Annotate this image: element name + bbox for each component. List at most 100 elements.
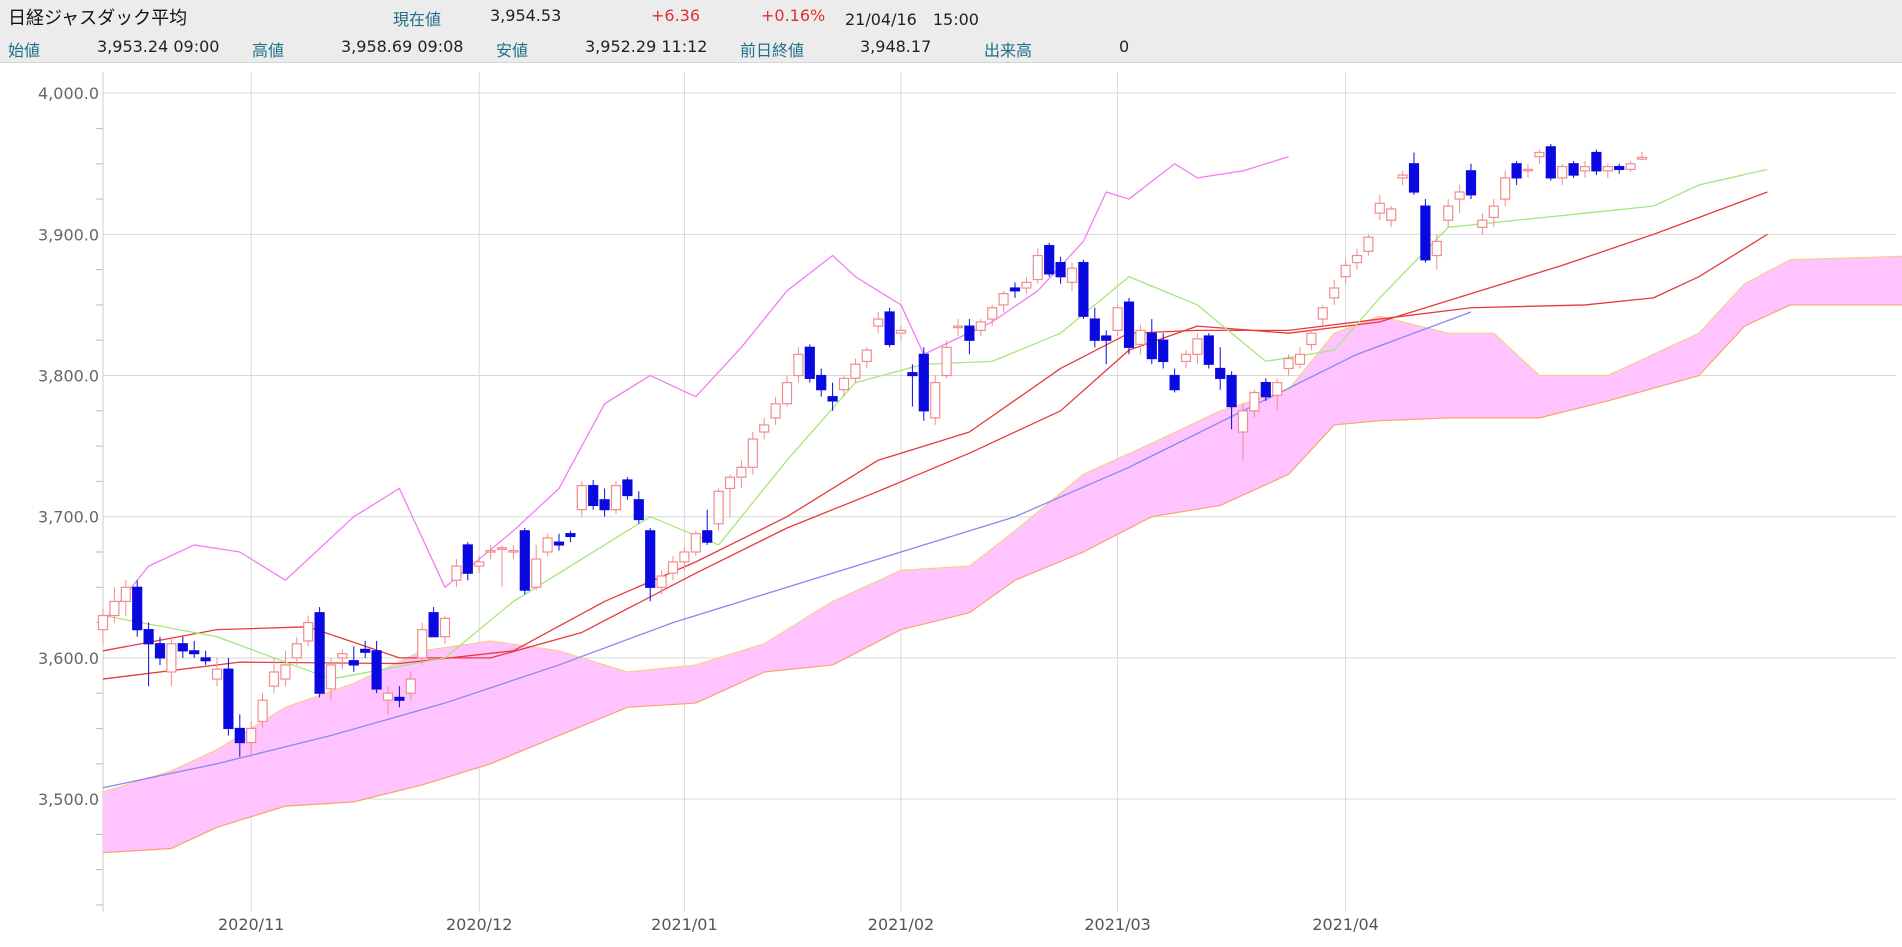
- candle[interactable]: [257, 693, 268, 729]
- candle[interactable]: [690, 530, 701, 557]
- candle[interactable]: [360, 640, 371, 658]
- candle[interactable]: [1568, 160, 1579, 178]
- candle[interactable]: [1329, 279, 1340, 305]
- candle[interactable]: [246, 721, 257, 757]
- candle[interactable]: [610, 481, 622, 514]
- candle[interactable]: [861, 347, 872, 369]
- candle[interactable]: [382, 686, 394, 715]
- candle[interactable]: [268, 657, 280, 694]
- candle[interactable]: [428, 607, 439, 638]
- candle[interactable]: [941, 340, 952, 379]
- candle[interactable]: [667, 556, 679, 581]
- candle[interactable]: [1237, 403, 1249, 461]
- ichimoku-chart[interactable]: 3,500.0 3,600.0 3,700.0 3,800.0 3,900.0 4,000…: [0, 62, 1902, 943]
- candle[interactable]: [1066, 262, 1078, 291]
- candle[interactable]: [781, 375, 793, 407]
- candle[interactable]: [656, 570, 667, 595]
- candle[interactable]: [873, 312, 884, 334]
- candle[interactable]: [599, 488, 610, 517]
- candle[interactable]: [531, 544, 542, 591]
- candle[interactable]: [303, 615, 314, 647]
- candle[interactable]: [1260, 378, 1271, 401]
- candle[interactable]: [1374, 194, 1385, 221]
- candle[interactable]: [645, 528, 656, 602]
- candle[interactable]: [964, 319, 975, 355]
- candle[interactable]: [371, 640, 382, 694]
- candle[interactable]: [405, 672, 416, 701]
- candle[interactable]: [1055, 256, 1066, 284]
- candle[interactable]: [1021, 276, 1032, 294]
- candle[interactable]: [1158, 333, 1169, 369]
- candle[interactable]: [1272, 378, 1283, 411]
- candle[interactable]: [1192, 333, 1203, 365]
- candle[interactable]: [132, 580, 143, 637]
- candle[interactable]: [1420, 199, 1431, 263]
- candle[interactable]: [975, 319, 986, 336]
- candle[interactable]: [1591, 149, 1602, 176]
- candle[interactable]: [508, 544, 519, 560]
- candle[interactable]: [838, 375, 850, 397]
- candle[interactable]: [1135, 324, 1146, 355]
- candle[interactable]: [576, 481, 587, 517]
- candle[interactable]: [1602, 163, 1613, 178]
- candle[interactable]: [565, 530, 576, 543]
- candle[interactable]: [1477, 213, 1488, 235]
- candle[interactable]: [1625, 160, 1636, 173]
- candle[interactable]: [143, 622, 154, 687]
- candle[interactable]: [325, 657, 337, 701]
- candle[interactable]: [97, 608, 109, 644]
- candle[interactable]: [1226, 371, 1237, 430]
- candle[interactable]: [1032, 248, 1043, 284]
- candle[interactable]: [633, 491, 644, 524]
- candle[interactable]: [280, 650, 291, 687]
- candle[interactable]: [759, 417, 770, 440]
- candle[interactable]: [895, 326, 907, 341]
- candle[interactable]: [109, 587, 120, 623]
- candle[interactable]: [154, 636, 166, 665]
- candle[interactable]: [485, 544, 496, 560]
- candle[interactable]: [679, 547, 690, 571]
- candle[interactable]: [588, 480, 599, 510]
- candle[interactable]: [1579, 160, 1591, 178]
- candle[interactable]: [1500, 170, 1511, 207]
- candle[interactable]: [1249, 389, 1260, 418]
- candle[interactable]: [553, 533, 565, 551]
- candle[interactable]: [1351, 248, 1363, 270]
- candle[interactable]: [702, 509, 713, 545]
- candle[interactable]: [1454, 184, 1465, 214]
- candle[interactable]: [1511, 160, 1522, 185]
- candle[interactable]: [394, 686, 405, 708]
- candle[interactable]: [234, 714, 245, 757]
- candle[interactable]: [1294, 347, 1306, 369]
- candle[interactable]: [1397, 170, 1408, 185]
- candle[interactable]: [1488, 199, 1499, 228]
- candle[interactable]: [1180, 350, 1192, 369]
- candle[interactable]: [177, 636, 188, 658]
- candle[interactable]: [314, 607, 325, 698]
- candle[interactable]: [770, 396, 781, 425]
- candle[interactable]: [462, 542, 473, 581]
- candle[interactable]: [987, 304, 998, 327]
- candle[interactable]: [884, 307, 895, 348]
- candle[interactable]: [1340, 259, 1351, 284]
- candle[interactable]: [1317, 304, 1328, 327]
- candle[interactable]: [1614, 163, 1625, 174]
- candle[interactable]: [816, 368, 827, 397]
- candle[interactable]: [1009, 282, 1021, 298]
- candle[interactable]: [1044, 242, 1055, 277]
- candle[interactable]: [337, 649, 348, 670]
- candle[interactable]: [519, 528, 530, 595]
- candle[interactable]: [930, 375, 941, 425]
- candle[interactable]: [1636, 151, 1648, 161]
- candle[interactable]: [189, 640, 200, 658]
- candle[interactable]: [998, 290, 1009, 312]
- candle[interactable]: [736, 460, 747, 489]
- candle[interactable]: [474, 556, 485, 574]
- candle[interactable]: [1557, 163, 1568, 185]
- candle[interactable]: [1089, 307, 1100, 348]
- candle[interactable]: [1443, 199, 1454, 228]
- candle[interactable]: [713, 488, 724, 531]
- candle[interactable]: [1283, 354, 1294, 376]
- candle[interactable]: [1545, 144, 1556, 181]
- chart-area[interactable]: 3,500.0 3,600.0 3,700.0 3,800.0 3,900.0 4,000…: [0, 62, 1902, 943]
